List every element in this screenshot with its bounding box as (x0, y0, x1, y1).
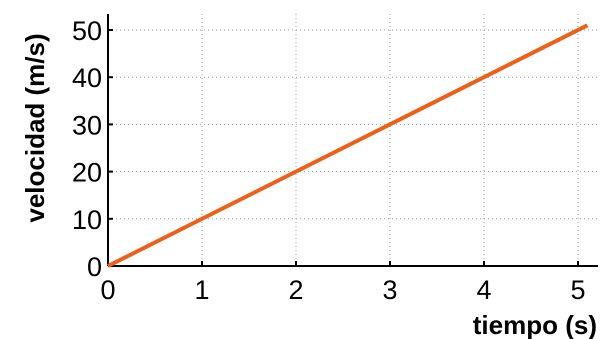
x-axis-title: tiempo (s) (473, 310, 597, 339)
y-tick-label-10: 10 (72, 205, 102, 235)
y-tick-label-20: 20 (72, 158, 102, 188)
series-layer (107, 23, 589, 268)
y-tick-label-50: 50 (72, 16, 102, 46)
y-tick-label-40: 40 (72, 63, 102, 93)
y-tick-labels: 0 10 20 30 40 50 (72, 16, 102, 282)
x-tick-labels: 0 1 2 3 4 5 (100, 275, 585, 305)
x-tick-label-3: 3 (382, 275, 397, 305)
x-tick-label-1: 1 (194, 275, 209, 305)
y-tick-label-30: 30 (72, 110, 102, 140)
x-tick-label-4: 4 (476, 275, 491, 305)
x-tick-label-0: 0 (100, 275, 115, 305)
y-axis-title: velocidad (m/s) (20, 33, 50, 222)
axes (107, 14, 598, 267)
y-tick-label-0: 0 (87, 252, 102, 282)
series-line-0 (107, 23, 589, 268)
x-tick-label-5: 5 (570, 275, 585, 305)
x-tick-label-2: 2 (288, 275, 303, 305)
gridlines (108, 14, 598, 266)
